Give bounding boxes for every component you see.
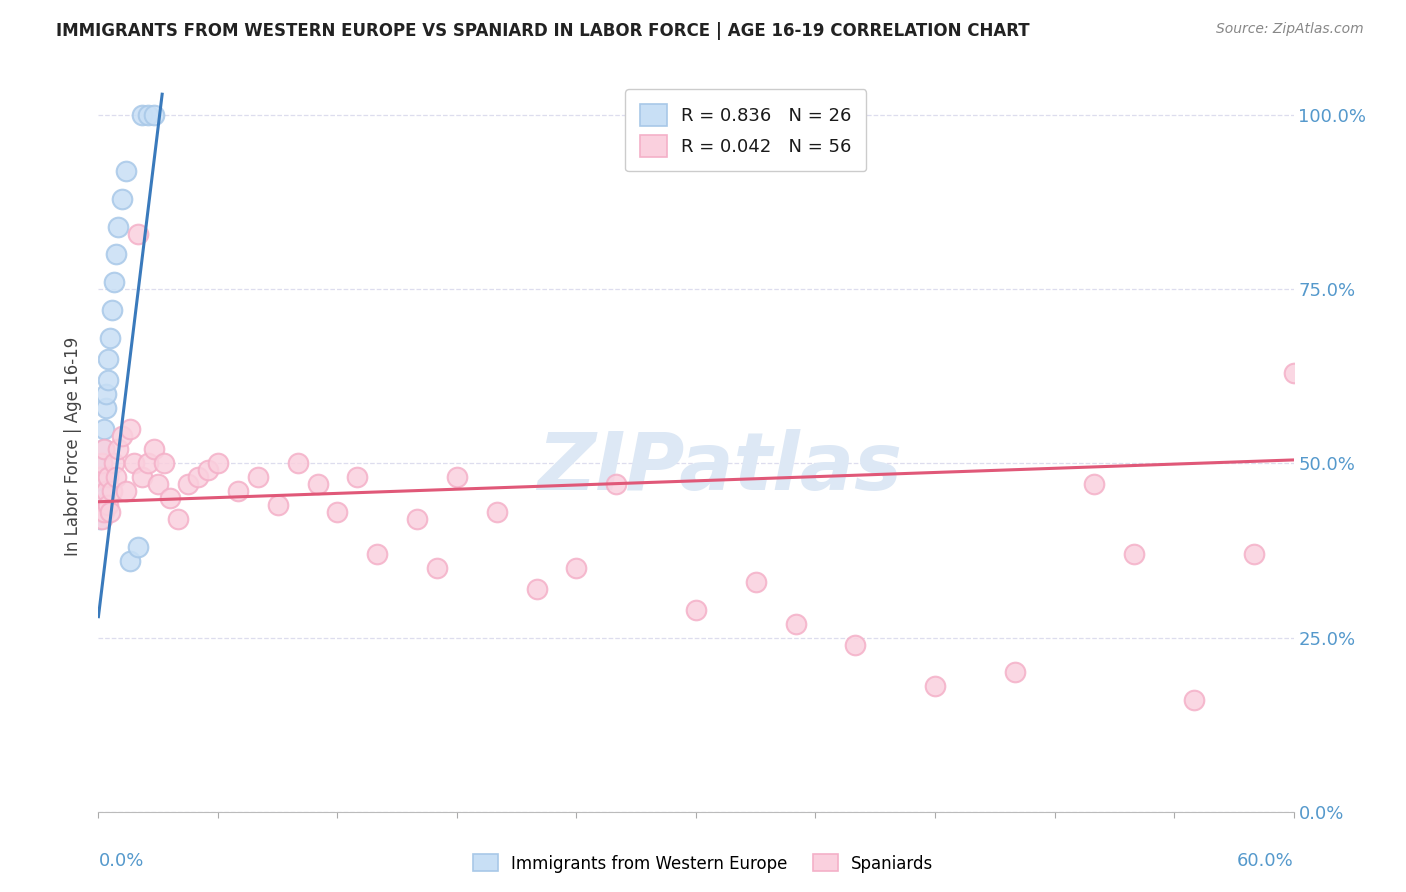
Point xyxy=(485,505,508,519)
Point xyxy=(153,457,176,471)
Point xyxy=(159,491,181,506)
Point xyxy=(89,484,111,499)
Point xyxy=(107,442,129,457)
Point xyxy=(307,477,329,491)
Point xyxy=(100,331,122,345)
Point xyxy=(91,457,114,471)
Point xyxy=(105,470,128,484)
Text: 0.0%: 0.0% xyxy=(98,852,143,870)
Point xyxy=(103,457,125,471)
Point xyxy=(91,512,114,526)
Point xyxy=(526,582,548,596)
Point xyxy=(111,192,134,206)
Point xyxy=(127,540,149,554)
Point xyxy=(187,470,209,484)
Point xyxy=(91,505,114,519)
Point xyxy=(127,227,149,241)
Point xyxy=(136,108,159,122)
Point xyxy=(91,477,114,491)
Point xyxy=(745,574,768,589)
Point xyxy=(93,421,115,435)
Point xyxy=(267,498,290,512)
Point xyxy=(1243,547,1265,561)
Point xyxy=(924,679,946,693)
Point xyxy=(101,484,124,499)
Legend: R = 0.836   N = 26, R = 0.042   N = 56: R = 0.836 N = 26, R = 0.042 N = 56 xyxy=(626,89,866,171)
Point xyxy=(115,484,138,499)
Point xyxy=(326,505,349,519)
Point xyxy=(197,463,219,477)
Point xyxy=(366,547,388,561)
Point xyxy=(605,477,627,491)
Point xyxy=(105,247,128,261)
Point xyxy=(97,498,120,512)
Point xyxy=(115,164,138,178)
Point xyxy=(207,457,229,471)
Point xyxy=(89,498,111,512)
Point xyxy=(1123,547,1146,561)
Legend: Immigrants from Western Europe, Spaniards: Immigrants from Western Europe, Spaniard… xyxy=(467,847,939,880)
Point xyxy=(143,108,166,122)
Point xyxy=(96,386,118,401)
Point xyxy=(91,457,114,471)
Point xyxy=(1282,366,1305,380)
Point xyxy=(97,351,120,366)
Point xyxy=(101,303,124,318)
Point xyxy=(1083,477,1105,491)
Point xyxy=(93,505,115,519)
Point xyxy=(226,484,249,499)
Point xyxy=(90,470,112,484)
Point xyxy=(1004,665,1026,680)
Point xyxy=(246,470,269,484)
Point xyxy=(100,505,122,519)
Text: 60.0%: 60.0% xyxy=(1237,852,1294,870)
Point xyxy=(89,470,111,484)
Point xyxy=(93,442,115,457)
Point xyxy=(93,442,115,457)
Point xyxy=(97,470,120,484)
Point xyxy=(406,512,429,526)
Point xyxy=(89,498,111,512)
Point xyxy=(346,470,368,484)
Point xyxy=(426,561,449,575)
Point xyxy=(136,457,159,471)
Point xyxy=(93,491,115,506)
Point xyxy=(685,603,707,617)
Point xyxy=(107,219,129,234)
Point xyxy=(96,401,118,415)
Point xyxy=(565,561,588,575)
Text: ZIPatlas: ZIPatlas xyxy=(537,429,903,507)
Y-axis label: In Labor Force | Age 16-19: In Labor Force | Age 16-19 xyxy=(65,336,83,556)
Point xyxy=(103,275,125,289)
Point xyxy=(287,457,309,471)
Text: IMMIGRANTS FROM WESTERN EUROPE VS SPANIARD IN LABOR FORCE | AGE 16-19 CORRELATIO: IMMIGRANTS FROM WESTERN EUROPE VS SPANIA… xyxy=(56,22,1029,40)
Point xyxy=(120,554,142,568)
Point xyxy=(785,616,807,631)
Point xyxy=(89,512,111,526)
Point xyxy=(143,442,166,457)
Point xyxy=(97,373,120,387)
Point xyxy=(446,470,468,484)
Point xyxy=(131,108,153,122)
Point xyxy=(131,470,153,484)
Point xyxy=(124,457,146,471)
Point xyxy=(1182,693,1205,707)
Point xyxy=(844,638,866,652)
Point xyxy=(148,477,170,491)
Point xyxy=(96,484,118,499)
Point xyxy=(167,512,190,526)
Text: Source: ZipAtlas.com: Source: ZipAtlas.com xyxy=(1216,22,1364,37)
Point xyxy=(120,421,142,435)
Point xyxy=(111,428,134,442)
Point xyxy=(177,477,200,491)
